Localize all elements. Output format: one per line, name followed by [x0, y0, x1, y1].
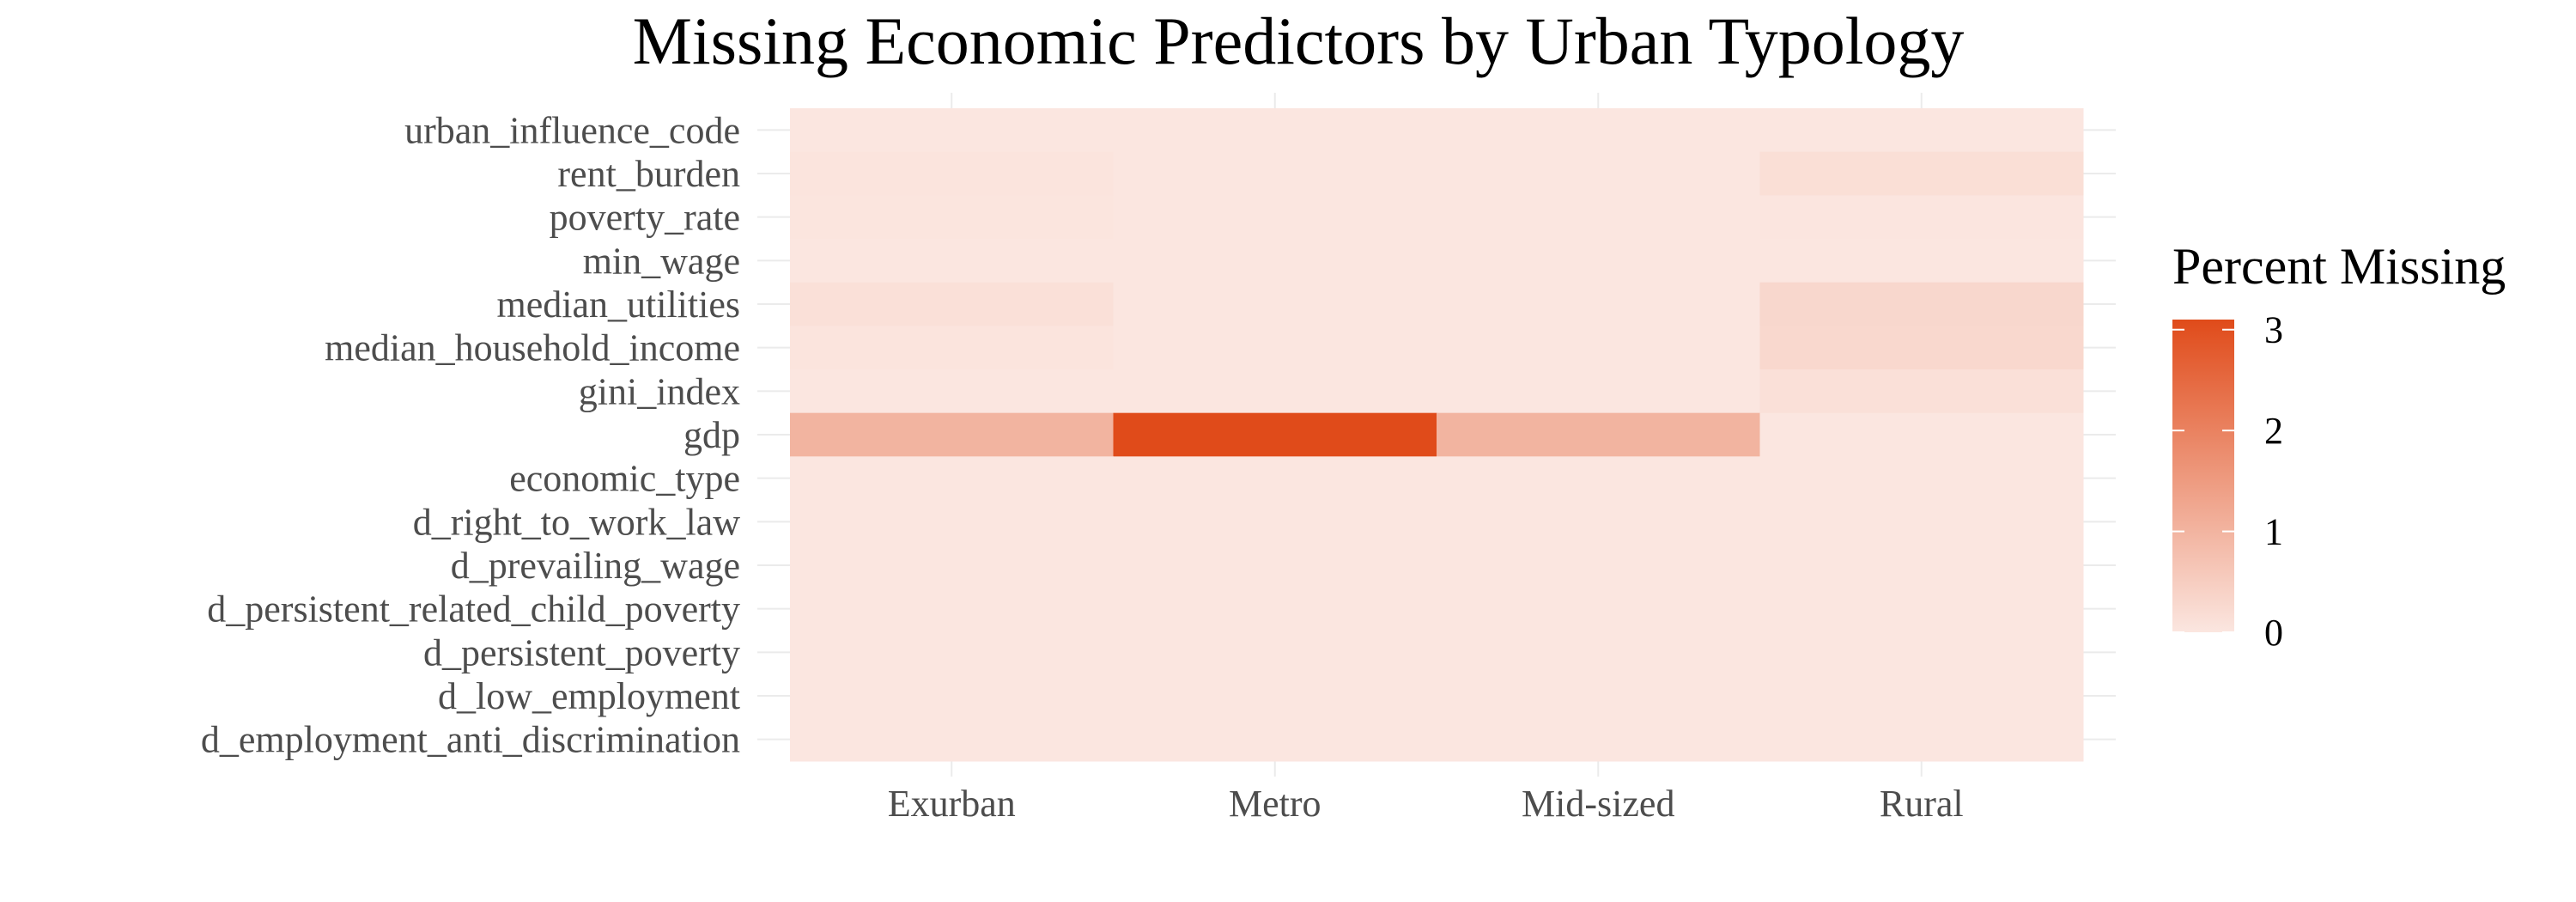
heatmap-cell-gdp-Rural [1759, 412, 2084, 457]
y-tick-label: rent_burden [557, 153, 740, 195]
heatmap-cell-median_utilities-Mid-sized [1437, 282, 1760, 326]
heatmap-cell-urban_influence_code-Mid-sized [1437, 108, 1760, 153]
x-tick-label: Exurban [888, 783, 1016, 825]
heatmap-cell-d_employment_anti_discrimination-Rural [1759, 717, 2084, 762]
heatmap-cell-median_household_income-Metro [1113, 326, 1437, 370]
heatmap-cell-gdp-Exurban [790, 412, 1114, 457]
y-tick-label: gini_index [579, 370, 740, 412]
heatmap-cell-d_prevailing_wage-Rural [1759, 543, 2084, 588]
heatmap-cell-rent_burden-Mid-sized [1437, 151, 1760, 196]
heatmap-cell-economic_type-Exurban [790, 456, 1114, 501]
legend: Percent Missing 0 1 2 3 [2172, 238, 2506, 654]
y-tick-label: median_utilities [496, 283, 740, 326]
heatmap-cell-d_prevailing_wage-Exurban [790, 543, 1114, 588]
y-tick-label: d_persistent_related_child_poverty [207, 588, 740, 631]
heatmap-cell-d_employment_anti_discrimination-Metro [1113, 717, 1437, 762]
heatmap-cell-min_wage-Exurban [790, 239, 1114, 283]
heatmap-cell-d_persistent_related_child_poverty-Rural [1759, 587, 2084, 631]
heatmap-cell-d_persistent_related_child_poverty-Mid-sized [1437, 587, 1760, 631]
legend-ticks: 0 1 2 3 [2172, 309, 2283, 654]
y-tick-label: median_household_income [325, 327, 740, 369]
heatmap-cell-poverty_rate-Exurban [790, 195, 1114, 240]
heatmap-cell-gini_index-Exurban [790, 369, 1114, 414]
heatmap-cell-d_right_to_work_law-Metro [1113, 500, 1437, 545]
y-tick-label: d_low_employment [438, 675, 740, 717]
heatmap-cell-rent_burden-Rural [1759, 151, 2084, 196]
heatmap-cell-median_utilities-Exurban [790, 282, 1114, 326]
heatmap-cell-median_household_income-Exurban [790, 326, 1114, 370]
heatmap-cell-poverty_rate-Metro [1113, 195, 1437, 240]
y-tick-label: d_right_to_work_law [413, 501, 741, 543]
heatmap-cell-d_low_employment-Metro [1113, 673, 1437, 718]
heatmap-cell-d_persistent_poverty-Mid-sized [1437, 631, 1760, 675]
heatmap-cell-min_wage-Rural [1759, 239, 2084, 283]
legend-tick-label: 0 [2264, 612, 2283, 654]
heatmap-cell-median_household_income-Rural [1759, 326, 2084, 370]
heatmap-cell-rent_burden-Metro [1113, 151, 1437, 196]
heatmap-cell-urban_influence_code-Metro [1113, 108, 1437, 153]
legend-tick-label: 2 [2264, 410, 2283, 452]
x-tick-label: Mid-sized [1522, 783, 1674, 825]
y-tick-label: d_persistent_poverty [423, 631, 740, 673]
y-tick-label: poverty_rate [550, 197, 740, 239]
heatmap-cell-d_right_to_work_law-Exurban [790, 500, 1114, 545]
heatmap-cell-d_employment_anti_discrimination-Mid-sized [1437, 717, 1760, 762]
chart-title: Missing Economic Predictors by Urban Typ… [633, 3, 1965, 78]
x-tick-label: Rural [1880, 783, 1964, 825]
legend-title: Percent Missing [2172, 238, 2506, 295]
x-tick-label: Metro [1229, 783, 1321, 825]
y-tick-label: gdp [683, 414, 740, 456]
heatmap-cell-d_low_employment-Rural [1759, 673, 2084, 718]
heatmap-cell-urban_influence_code-Rural [1759, 108, 2084, 153]
heatmap-cell-d_low_employment-Exurban [790, 673, 1114, 718]
heatmap-cell-min_wage-Metro [1113, 239, 1437, 283]
y-tick-label: urban_influence_code [404, 109, 740, 151]
heatmap-cell-d_right_to_work_law-Rural [1759, 500, 2084, 545]
x-axis-labels: Exurban Metro Mid-sized Rural [888, 783, 1964, 825]
y-tick-label: d_prevailing_wage [451, 545, 740, 587]
heatmap-cell-median_household_income-Mid-sized [1437, 326, 1760, 370]
heatmap-cell-economic_type-Metro [1113, 456, 1437, 501]
heatmap-cell-gdp-Metro [1113, 412, 1437, 457]
heatmap-cell-d_persistent_related_child_poverty-Exurban [790, 587, 1114, 631]
heatmap-cell-d_prevailing_wage-Metro [1113, 543, 1437, 588]
heatmap-cell-poverty_rate-Rural [1759, 195, 2084, 240]
heatmap-cell-d_low_employment-Mid-sized [1437, 673, 1760, 718]
y-tick-label: d_employment_anti_discrimination [201, 719, 740, 761]
heatmap-cell-gini_index-Metro [1113, 369, 1437, 414]
heatmap-cell-poverty_rate-Mid-sized [1437, 195, 1760, 240]
legend-tick-label: 1 [2264, 511, 2283, 553]
legend-tick-label: 3 [2264, 309, 2283, 351]
heatmap-cell-d_prevailing_wage-Mid-sized [1437, 543, 1760, 588]
heatmap-cells [790, 108, 2084, 762]
heatmap-cell-economic_type-Mid-sized [1437, 456, 1760, 501]
legend-colorbar [2172, 320, 2234, 632]
heatmap-cell-min_wage-Mid-sized [1437, 239, 1760, 283]
y-tick-label: economic_type [509, 458, 740, 500]
heatmap-cell-median_utilities-Rural [1759, 282, 2084, 326]
heatmap-cell-economic_type-Rural [1759, 456, 2084, 501]
heatmap-cell-urban_influence_code-Exurban [790, 108, 1114, 153]
heatmap-cell-gini_index-Mid-sized [1437, 369, 1760, 414]
heatmap-cell-d_persistent_poverty-Rural [1759, 631, 2084, 675]
heatmap-cell-d_employment_anti_discrimination-Exurban [790, 717, 1114, 762]
heatmap-cell-rent_burden-Exurban [790, 151, 1114, 196]
heatmap-cell-d_persistent_poverty-Exurban [790, 631, 1114, 675]
heatmap-cell-median_utilities-Metro [1113, 282, 1437, 326]
heatmap-cell-gdp-Mid-sized [1437, 412, 1760, 457]
heatmap-cell-d_persistent_poverty-Metro [1113, 631, 1437, 675]
y-tick-label: min_wage [583, 240, 740, 282]
y-axis-labels: urban_influence_coderent_burdenpoverty_r… [201, 109, 740, 760]
heatmap-cell-d_persistent_related_child_poverty-Metro [1113, 587, 1437, 631]
heatmap-cell-gini_index-Rural [1759, 369, 2084, 414]
heatmap-cell-d_right_to_work_law-Mid-sized [1437, 500, 1760, 545]
